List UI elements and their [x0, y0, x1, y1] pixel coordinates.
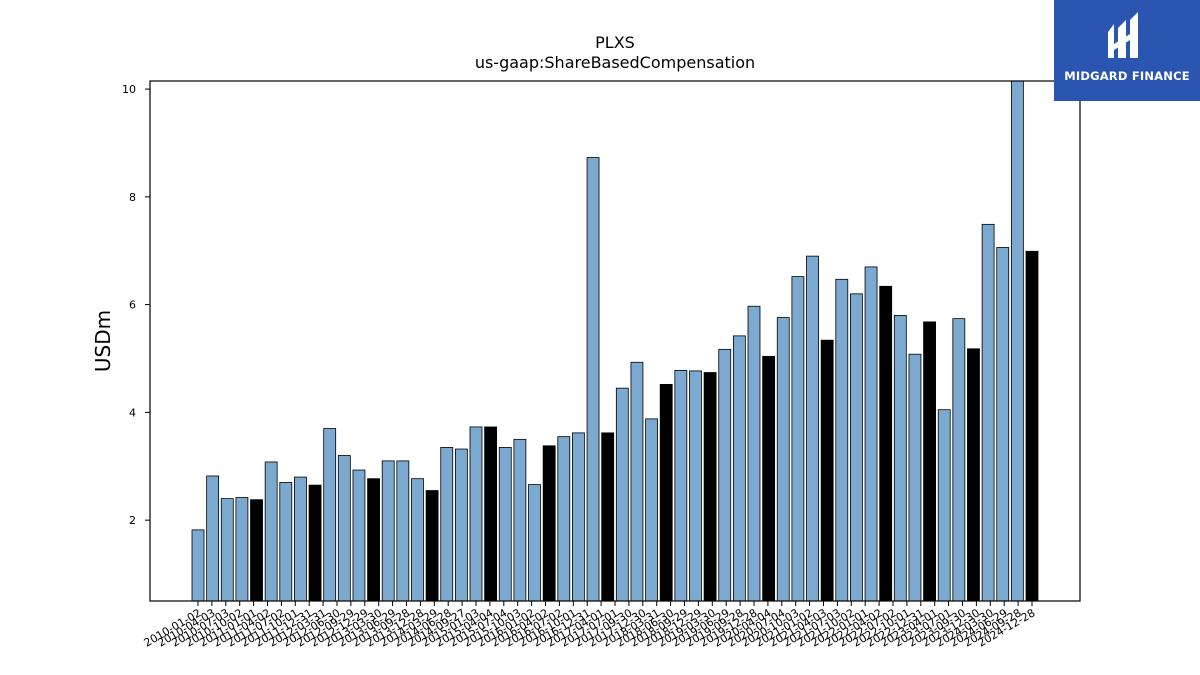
bar [893, 314, 907, 602]
bar [996, 247, 1010, 602]
bar [689, 370, 702, 602]
bar [469, 426, 483, 602]
bar [220, 498, 234, 602]
bar [411, 478, 424, 602]
midgard-finance-logo: MIDGARD FINANCE [1054, 0, 1200, 101]
bar [850, 293, 863, 602]
bar [367, 478, 380, 602]
y-tick-label: 8 [129, 191, 136, 204]
bar [952, 318, 966, 602]
bar [308, 484, 322, 602]
bar [791, 276, 805, 602]
bar [191, 529, 205, 602]
bar [923, 321, 936, 602]
bar [572, 432, 585, 602]
bar [542, 445, 556, 602]
bar [835, 278, 849, 602]
bar [454, 448, 468, 602]
bar [747, 305, 761, 602]
bar [601, 432, 615, 602]
chart-title: PLXS [595, 33, 635, 52]
bar [762, 355, 776, 602]
bar [250, 499, 263, 602]
bar [279, 482, 293, 602]
bar [981, 223, 995, 602]
bar [396, 460, 410, 602]
bar [615, 387, 629, 602]
bar [513, 438, 527, 602]
bar [323, 428, 337, 602]
bar [557, 436, 571, 602]
bar [864, 266, 878, 602]
bar [820, 339, 834, 602]
bar [908, 353, 922, 602]
y-tick-label: 2 [129, 514, 136, 527]
bar [732, 335, 746, 602]
bar [381, 460, 395, 602]
bar [352, 469, 366, 602]
bar [776, 317, 790, 602]
bar [294, 476, 307, 602]
bar [674, 369, 688, 602]
bar [425, 490, 439, 602]
bar [1010, 80, 1024, 602]
y-axis-label: USDm [91, 310, 115, 372]
y-tick-label: 4 [129, 406, 136, 419]
bar [484, 426, 498, 602]
bar [1025, 250, 1039, 602]
bar [235, 497, 249, 602]
bar [718, 348, 732, 602]
midgard-logo-icon [1108, 12, 1138, 58]
bar [967, 348, 980, 602]
bar [645, 418, 658, 602]
bar [586, 157, 600, 602]
bar [440, 447, 454, 602]
logo-text: MIDGARD FINANCE [1064, 69, 1190, 83]
bar [806, 255, 819, 602]
bar [659, 383, 673, 602]
bar [528, 484, 541, 602]
bar [937, 409, 951, 602]
chart-subtitle: us-gaap:ShareBasedCompensation [474, 53, 756, 72]
bar [703, 372, 717, 602]
bar [879, 285, 893, 602]
bar [630, 361, 644, 602]
bar [337, 455, 351, 602]
bar [264, 461, 278, 602]
bar [206, 475, 220, 602]
bar [498, 447, 512, 602]
y-tick-label: 6 [129, 299, 136, 312]
y-tick-label: 10 [122, 83, 136, 96]
